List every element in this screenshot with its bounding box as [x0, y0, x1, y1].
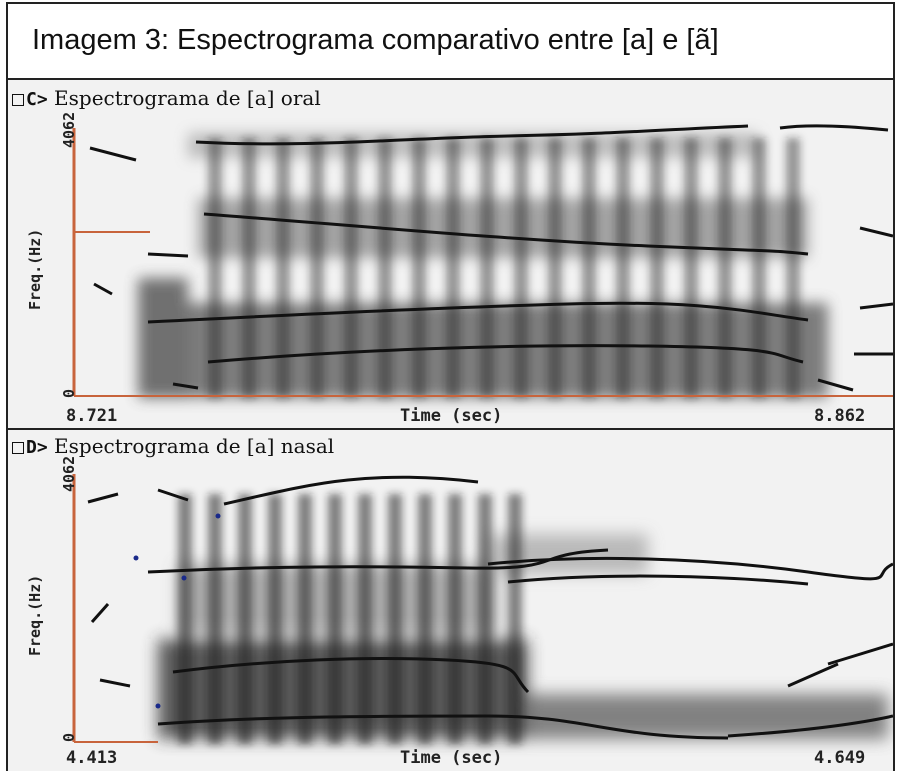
glottal-pulses-oral — [208, 138, 800, 398]
x-end-label-nasal: 4.649 — [814, 748, 866, 768]
x-start-label-oral: 8.721 — [66, 406, 118, 426]
checkbox-icon — [12, 442, 24, 454]
panel-nasal: D> Espectrograma de [a] nasal — [8, 430, 893, 771]
x-end-label-oral: 8.862 — [814, 406, 866, 426]
figure-caption-box: Imagem 3: Espectrograma comparativo entr… — [6, 2, 895, 80]
x-axis-label-oral: Time (sec) — [400, 406, 503, 426]
x-start-label-nasal: 4.413 — [66, 748, 118, 768]
glottal-pulses-nasal — [178, 494, 522, 744]
y-max-label-nasal: 4062 — [60, 455, 78, 492]
panel-oral-id: C> — [26, 89, 48, 110]
y-axis-label-oral: Freq.(Hz) — [26, 228, 44, 310]
y-min-label-oral: 0 — [60, 388, 78, 398]
y-min-label-nasal: 0 — [60, 732, 78, 742]
formant-traces-nasal — [87, 475, 893, 740]
panel-nasal-id: D> — [26, 437, 48, 458]
y-max-label-oral: 4062 — [60, 111, 78, 148]
blue-markers — [133, 513, 221, 709]
panel-divider — [8, 428, 893, 430]
panel-nasal-title: Espectrograma de [a] nasal — [54, 434, 335, 458]
panel-oral-title: Espectrograma de [a] oral — [54, 86, 321, 110]
y-axis-label-nasal: Freq.(Hz) — [26, 574, 44, 656]
panel-oral-title-row: C> Espectrograma de [a] oral — [12, 86, 321, 110]
panel-nasal-title-row: D> Espectrograma de [a] nasal — [12, 434, 334, 458]
formant-traces-oral — [89, 124, 893, 392]
panel-oral: C> Espectrograma de [a] oral — [8, 80, 893, 428]
x-axis-label-nasal: Time (sec) — [400, 748, 503, 768]
spectrogram-figure: C> Espectrograma de [a] oral — [6, 80, 895, 771]
spectrogram-nasal — [72, 474, 893, 744]
figure-caption: Imagem 3: Espectrograma comparativo entr… — [32, 24, 719, 56]
energy-bands-nasal — [158, 534, 888, 739]
checkbox-icon — [12, 94, 24, 106]
spectrogram-oral — [72, 124, 893, 398]
